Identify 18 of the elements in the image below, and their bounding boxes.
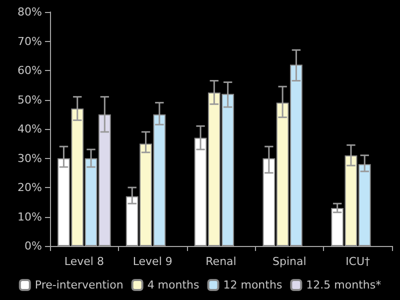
y-tick-label: 80% <box>18 6 42 18</box>
y-tick-label: 30% <box>18 152 42 165</box>
y-tick-label: 10% <box>18 210 42 224</box>
legend-label: Pre-intervention <box>34 278 124 292</box>
x-tick-label: Level 8 <box>64 255 104 268</box>
x-tick-label: ICU† <box>346 255 371 268</box>
x-tick-label: Level 9 <box>132 255 172 268</box>
y-tick-label: 70% <box>18 34 42 48</box>
legend-label: 4 months <box>147 278 200 292</box>
y-tick-label: 50% <box>18 93 42 106</box>
legend-label: 12.5 months* <box>306 278 382 292</box>
x-tick-label: Renal <box>206 255 236 268</box>
y-tick-label: 60% <box>18 64 42 77</box>
x-tick-label: Spinal <box>272 255 306 268</box>
y-tick-label: 0% <box>24 240 42 252</box>
y-tick-label: 20% <box>18 181 42 194</box>
y-tick-label: 40% <box>18 122 42 136</box>
legend-label: 12 months <box>223 278 282 292</box>
